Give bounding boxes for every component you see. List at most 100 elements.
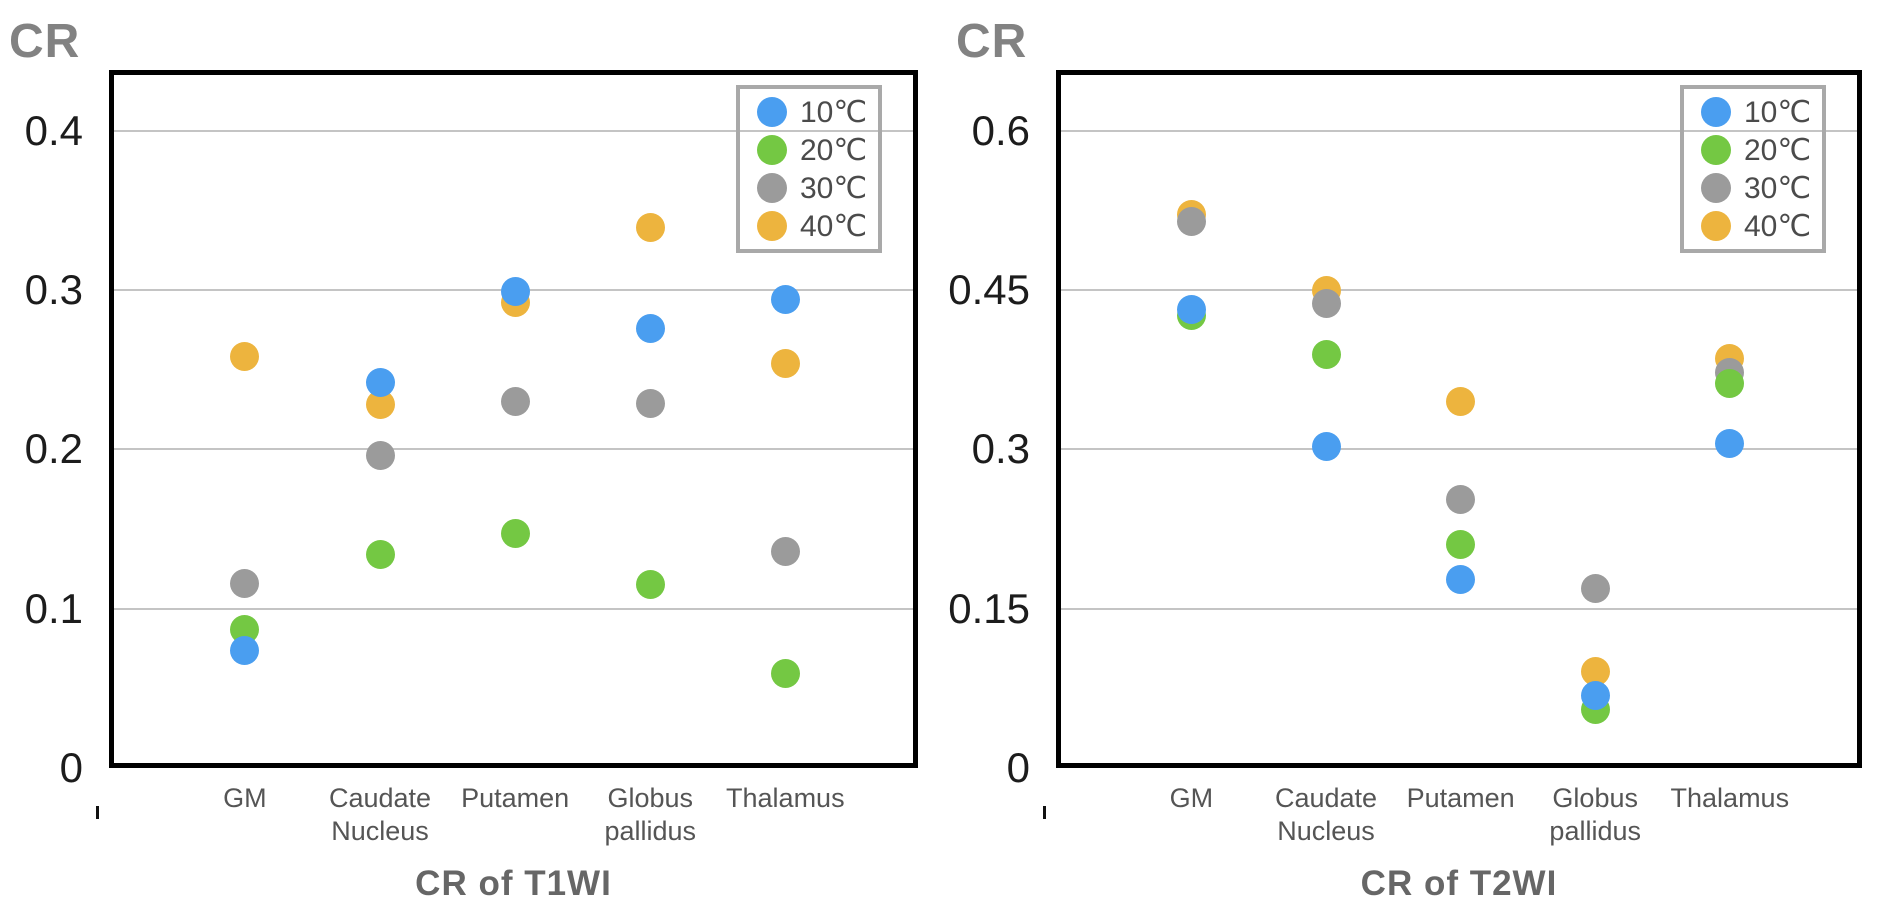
legend-item: 40℃ bbox=[1701, 209, 1822, 244]
x-category-label: GM bbox=[1081, 782, 1301, 815]
data-point-30c bbox=[365, 441, 395, 471]
x-category-label-line: Globus bbox=[607, 783, 693, 813]
data-point-40c bbox=[230, 342, 260, 372]
x-category-label: Globus pallidus bbox=[1485, 782, 1705, 848]
data-point-20c bbox=[500, 519, 530, 549]
data-point-40c bbox=[770, 348, 800, 378]
gridline bbox=[109, 607, 918, 610]
y-tick-label: 0.2 bbox=[24, 425, 83, 473]
legend-dot-icon bbox=[757, 211, 787, 241]
legend-dot-icon bbox=[1701, 97, 1731, 127]
data-point-10c bbox=[770, 284, 800, 314]
chart-cr-t1wi: CR 10℃ 20℃ 30℃ 40℃ CR of T1WI 0 0.1 0.2 0.3 0.4… bbox=[9, 15, 918, 903]
legend-item: 30℃ bbox=[1701, 171, 1822, 206]
y-axis-title: CR bbox=[9, 15, 81, 68]
legend-dot-icon bbox=[757, 135, 787, 165]
data-point-30c bbox=[1176, 207, 1206, 237]
axis-origin-tick bbox=[1043, 806, 1046, 819]
legend-label: 40℃ bbox=[1744, 209, 1812, 243]
data-point-40c bbox=[1580, 656, 1610, 686]
data-point-10c bbox=[1176, 294, 1206, 324]
data-point-30c bbox=[230, 568, 260, 598]
data-point-20c bbox=[1715, 368, 1745, 398]
y-tick-label: 0.15 bbox=[948, 584, 1030, 632]
data-point-30c bbox=[770, 536, 800, 566]
x-category-label-line: Thalamus bbox=[1670, 783, 1790, 813]
x-category-label-line: GM bbox=[1169, 783, 1214, 813]
legend-item: 30℃ bbox=[757, 171, 878, 206]
data-point-20c bbox=[365, 539, 395, 569]
y-tick-label: 0.6 bbox=[971, 106, 1030, 154]
data-point-30c bbox=[635, 388, 665, 418]
legend-label: 10℃ bbox=[800, 95, 868, 129]
legend-item: 10℃ bbox=[1701, 95, 1822, 130]
gridline bbox=[1056, 607, 1862, 610]
x-category-label-line: Putamen bbox=[1406, 783, 1515, 813]
x-category-label-line: Caudate bbox=[328, 783, 432, 813]
legend-item: 10℃ bbox=[757, 95, 878, 130]
data-point-30c bbox=[1311, 289, 1341, 319]
data-point-10c bbox=[365, 367, 395, 397]
y-tick-label: 0.1 bbox=[24, 584, 83, 632]
y-tick-label: 0 bbox=[59, 744, 83, 791]
data-point-10c bbox=[1580, 681, 1610, 711]
legend-label: 30℃ bbox=[800, 171, 868, 205]
data-point-40c bbox=[1446, 386, 1476, 416]
gridline bbox=[109, 448, 918, 451]
x-category-label-line: Caudate bbox=[1274, 783, 1378, 813]
x-category-label-line: Putamen bbox=[461, 783, 570, 813]
data-point-10c bbox=[230, 635, 260, 665]
chart-title: CR of T2WI bbox=[1360, 864, 1558, 903]
x-category-label: Thalamus bbox=[675, 782, 895, 815]
y-axis-title: CR bbox=[956, 15, 1028, 68]
x-category-label: GM bbox=[135, 782, 355, 815]
legend-dot-icon bbox=[1701, 135, 1731, 165]
y-tick-label: 0.3 bbox=[971, 425, 1030, 473]
gridline bbox=[1056, 129, 1862, 132]
y-tick-label: 0.3 bbox=[24, 265, 83, 313]
y-tick-label: 0.4 bbox=[24, 106, 83, 154]
data-point-10c bbox=[1715, 429, 1745, 459]
legend-item: 20℃ bbox=[1701, 133, 1822, 168]
legend-label: 30℃ bbox=[1744, 171, 1812, 205]
data-point-20c bbox=[1446, 530, 1476, 560]
legend-dot-icon bbox=[757, 173, 787, 203]
data-point-30c bbox=[1580, 573, 1610, 603]
data-point-40c bbox=[635, 213, 665, 243]
legend-item: 20℃ bbox=[757, 133, 878, 168]
x-category-label-line: Thalamus bbox=[726, 783, 845, 813]
plot-area-t2wi: CR 10℃ 20℃ 30℃ 40℃ CR of T2WI 0 0.15 0.3 0.45 0… bbox=[948, 15, 1862, 903]
x-category-label: Thalamus bbox=[1620, 782, 1840, 815]
y-tick-label: 0.45 bbox=[948, 265, 1030, 313]
legend-label: 40℃ bbox=[800, 209, 868, 243]
legend: 10℃ 20℃ 30℃ 40℃ bbox=[736, 85, 882, 253]
data-point-10c bbox=[635, 313, 665, 343]
x-category-label-line: pallidus bbox=[604, 816, 696, 846]
legend: 10℃ 20℃ 30℃ 40℃ bbox=[1680, 85, 1826, 253]
x-category-label: Caudate Nucleus bbox=[270, 782, 490, 848]
plot-area-t1wi: CR 10℃ 20℃ 30℃ 40℃ CR of T1WI 0 0.1 0.2 0.3 0.4… bbox=[9, 15, 918, 903]
data-point-20c bbox=[770, 659, 800, 689]
x-category-label: Globus pallidus bbox=[540, 782, 760, 848]
gridline bbox=[109, 129, 918, 132]
legend-item: 40℃ bbox=[757, 209, 878, 244]
chart-title: CR of T1WI bbox=[415, 864, 612, 903]
x-category-label-line: Globus bbox=[1552, 783, 1638, 813]
data-point-10c bbox=[1311, 431, 1341, 461]
data-point-10c bbox=[500, 277, 530, 307]
legend-dot-icon bbox=[1701, 173, 1731, 203]
legend-label: 10℃ bbox=[1744, 95, 1812, 129]
x-category-label-line: Nucleus bbox=[331, 816, 429, 846]
x-category-label: Putamen bbox=[1351, 782, 1571, 815]
x-category-label-line: GM bbox=[223, 783, 267, 813]
chart-cr-t2wi: CR 10℃ 20℃ 30℃ 40℃ CR of T2WI 0 0.15 0.3 0.45 0… bbox=[941, 0, 1882, 922]
x-category-label-line: Nucleus bbox=[1277, 816, 1375, 846]
data-point-30c bbox=[500, 386, 530, 416]
legend-label: 20℃ bbox=[800, 133, 868, 167]
data-point-20c bbox=[1311, 340, 1341, 370]
y-tick-label: 0 bbox=[1006, 744, 1030, 791]
x-category-label-line: pallidus bbox=[1549, 816, 1641, 846]
gridline bbox=[1056, 288, 1862, 291]
axis-origin-tick bbox=[96, 806, 99, 819]
legend-dot-icon bbox=[757, 97, 787, 127]
